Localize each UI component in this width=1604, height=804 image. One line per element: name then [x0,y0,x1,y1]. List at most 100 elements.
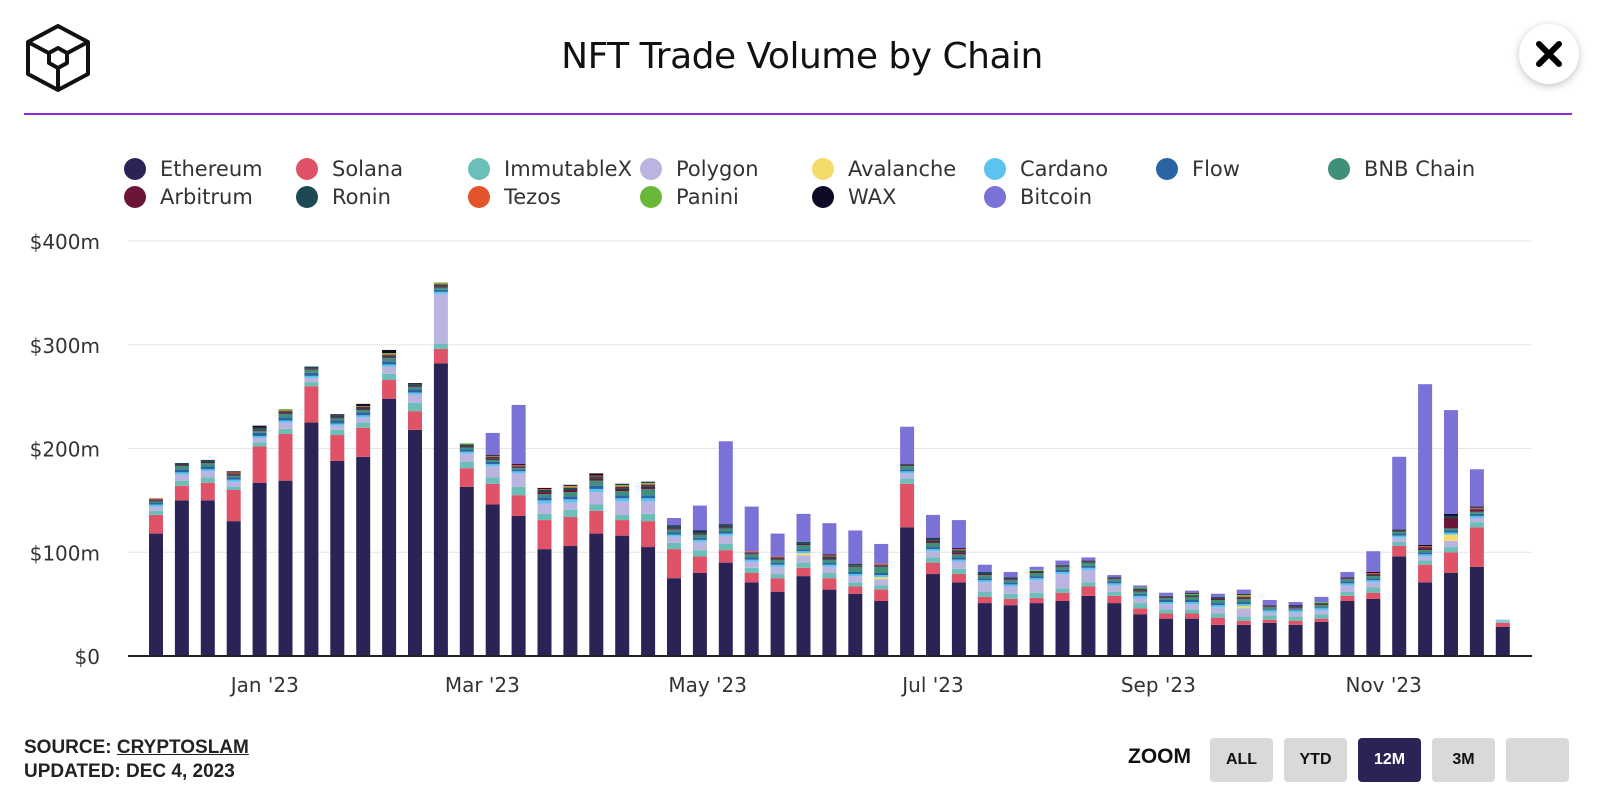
legend-item-ethereum[interactable]: Ethereum [124,156,263,182]
bar-segment-wax [226,471,241,473]
bar-segment-cardano [718,533,733,536]
legend-item-arbitrum[interactable]: Arbitrum [124,184,253,210]
bar-segment-polygon [408,394,422,403]
bar-segment-polygon [1055,574,1070,589]
bar-segment-wax [1288,605,1303,607]
bar-segment-ronin [718,525,733,528]
bar-segment-flow [459,449,474,452]
legend-label: Arbitrum [160,185,253,209]
bar-segment-arbitrum [511,467,526,469]
bar-segment-ronin [252,427,267,430]
legend-swatch [124,158,146,180]
zoom-custom-button[interactable] [1506,738,1569,782]
legend-item-immutablex[interactable]: ImmutableX [468,156,632,182]
bar-segment-bnb-chain [382,358,397,362]
bar-segment-flow [1133,593,1148,596]
bar-segment-cardano [1133,595,1148,598]
bar-segment-polygon [1495,620,1510,622]
bar-segment-immutablex [174,480,189,486]
bar-segment-flow [511,469,526,472]
bar-segment-immutablex [1288,616,1303,621]
bar-segment-ethereum [1495,626,1510,656]
bar-segment-polygon [615,501,630,515]
bar-segment-cardano [1210,605,1225,608]
bar-segment-flow [1288,609,1303,611]
bar-segment-ronin [589,476,604,479]
source-link[interactable]: CRYPTOSLAM [116,737,249,758]
bar-segment-solana [667,549,681,579]
bar-segment-bnb-chain [1314,605,1329,608]
bar-segment-bitcoin [1262,599,1277,606]
bar-segment-cardano [1003,584,1018,587]
bar-segment-polygon [149,506,163,511]
bar-segment-bitcoin [511,404,526,465]
legend-item-ronin[interactable]: Ronin [296,184,391,210]
zoom-ytd-button[interactable]: YTD [1284,738,1347,782]
bar-segment-arbitrum [1210,598,1225,600]
bar-segment-bitcoin [1392,456,1407,530]
bar-segment-bnb-chain [744,554,759,558]
bar-segment-ronin [433,284,448,287]
bar-segment-polygon [1262,612,1277,616]
bar-segment-ethereum [1003,605,1018,656]
bar-segment-ethereum [433,363,448,656]
bar-segment-flow [1210,603,1225,606]
bar-segment-cardano [822,564,837,567]
legend-item-solana[interactable]: Solana [296,156,403,182]
bar-segment-wax [951,548,966,550]
bar-segment-wax [511,464,526,466]
bar-segment-tezos [382,354,397,356]
legend-item-polygon[interactable]: Polygon [640,156,759,182]
zoom-12m-button[interactable]: 12M [1358,738,1421,782]
bar-segment-immutablex [718,543,733,551]
bar-segment-tezos [278,410,293,412]
bar-segment-immutablex [511,486,526,496]
bar-segment-ronin [174,463,189,466]
bar-segment-cardano [796,551,811,554]
bar-segment-tezos [433,283,448,285]
bar-segment-ethereum [149,533,163,656]
bar-segment-cardano [744,559,759,562]
bar-segment-immutablex [1133,603,1148,609]
bar-segment-flow [1314,607,1329,609]
bar-segment-flow [770,562,785,565]
legend-item-avalanche[interactable]: Avalanche [812,156,956,182]
zoom-all-button[interactable]: ALL [1210,738,1273,782]
legend-item-cardano[interactable]: Cardano [984,156,1108,182]
legend-item-wax[interactable]: WAX [812,184,896,210]
bar-segment-tezos [951,549,966,551]
bar-segment-panini [382,353,397,355]
bar-segment-ronin [1210,596,1225,599]
legend-swatch [468,186,490,208]
bar-segment-flow [304,372,319,376]
bar-segment-wax [408,383,422,385]
bar-segment-arbitrum [977,574,992,576]
bar-segment-solana [822,578,837,590]
bar-segment-cardano [1340,583,1355,586]
bar-segment-immutablex [770,574,785,579]
bar-segment-ronin [951,550,966,553]
bar-segment-tezos [1418,546,1433,548]
bar-segment-polygon [1314,610,1329,615]
legend-item-bnb-chain[interactable]: BNB Chain [1328,156,1475,182]
legend-item-flow[interactable]: Flow [1156,156,1240,182]
bar-segment-wax [692,530,707,532]
bar-segment-polygon [1107,585,1122,592]
legend-item-panini[interactable]: Panini [640,184,739,210]
x-tick-label: May '23 [668,673,747,697]
bar-segment-tezos [537,488,552,490]
bar-segment-tezos [822,555,837,557]
bar-segment-arbitrum [149,500,163,502]
close-button[interactable] [1519,24,1579,84]
bar-segment-polygon [641,501,656,514]
legend-item-tezos[interactable]: Tezos [468,184,561,210]
zoom-3m-button[interactable]: 3M [1432,738,1495,782]
bar-segment-polygon [926,551,940,558]
legend-item-bitcoin[interactable]: Bitcoin [984,184,1092,210]
bar-segment-polygon [459,453,474,462]
bar-segment-immutablex [1495,621,1510,623]
bar-segment-ronin [770,557,785,559]
bar-segment-arbitrum [1236,597,1251,599]
bar-segment-ronin [796,541,811,544]
bar-segment-solana [977,596,992,604]
